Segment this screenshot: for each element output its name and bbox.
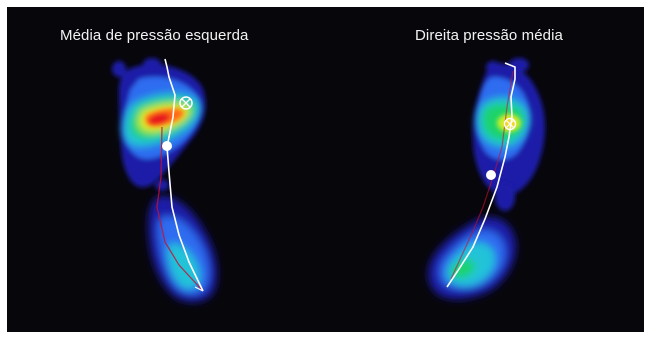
right-peak-pressure-crosshair-icon: [503, 117, 517, 131]
right-center-of-pressure-dot: [486, 170, 496, 180]
left-center-of-pressure-dot: [162, 141, 172, 151]
left-secondary-path: [156, 126, 204, 292]
right-gait-line: [446, 62, 516, 288]
left-heel-pressure: [148, 196, 218, 303]
foot-pressure-heatmap: [112, 58, 545, 303]
left-foot-pressure-map: [112, 58, 218, 303]
pressure-map-figure: Média de pressão esquerda Direita pressã…: [7, 7, 644, 332]
right-center-of-pressure-path: [446, 62, 517, 288]
right-foot-pressure-map: [428, 58, 545, 300]
left-peak-pressure-crosshair-icon: [179, 96, 193, 110]
right-panel-title: Direita pressão média: [415, 27, 563, 44]
left-panel-title: Média de pressão esquerda: [60, 27, 249, 44]
right-heel-pressure: [428, 217, 516, 300]
left-center-of-pressure-path: [156, 58, 204, 292]
